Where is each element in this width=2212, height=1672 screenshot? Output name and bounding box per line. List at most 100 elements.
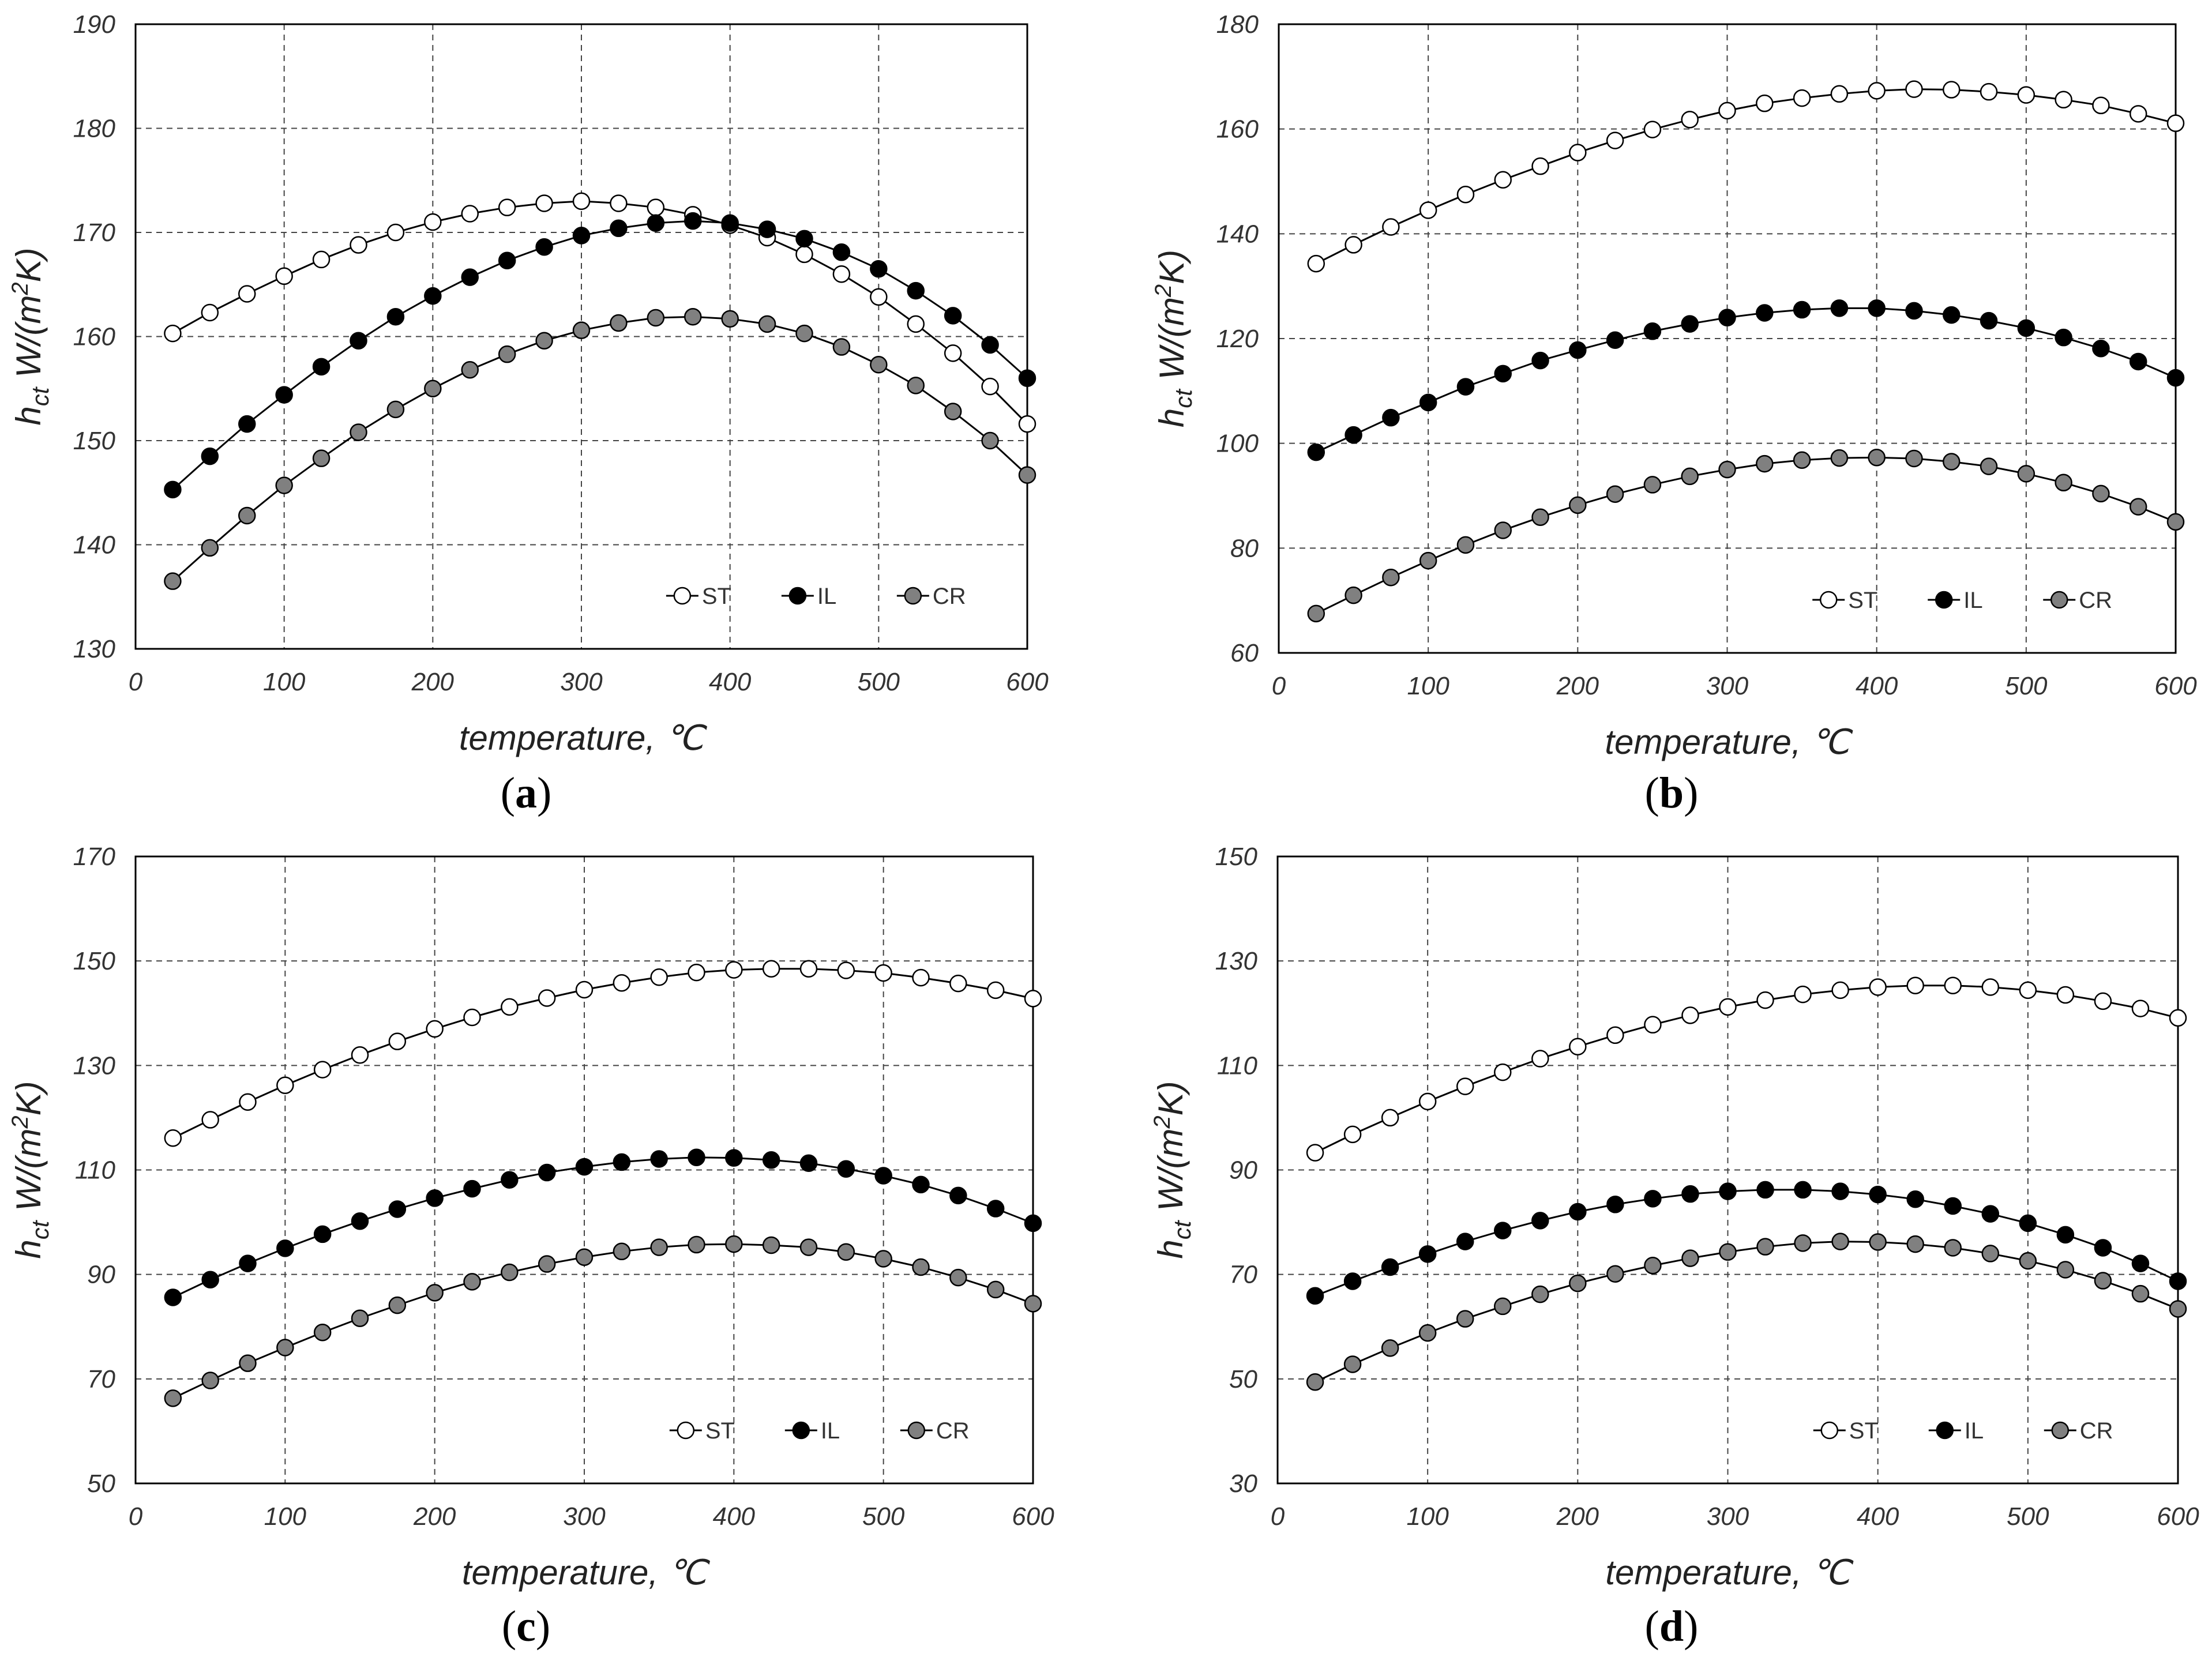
data-point-IL: [1831, 1182, 1849, 1200]
data-point-IL: [575, 1158, 594, 1176]
data-point-CR: [1345, 586, 1362, 604]
data-point-CR: [239, 1354, 257, 1372]
data-point-ST: [1868, 82, 1886, 100]
data-point-IL: [1868, 299, 1886, 317]
data-point-CR: [832, 338, 851, 356]
data-point-ST: [613, 974, 631, 992]
y-tick-label: 180: [73, 115, 116, 143]
data-point-ST: [461, 205, 479, 223]
y-tick-label: 70: [1229, 1261, 1257, 1289]
legend-label-ST: ST: [702, 584, 731, 609]
data-point-CR: [2055, 474, 2072, 492]
data-point-ST: [2166, 114, 2185, 132]
data-point-CR: [613, 1242, 631, 1261]
data-point-ST: [1494, 1063, 1512, 1081]
data-point-ST: [1018, 415, 1036, 433]
data-point-IL: [1943, 306, 1961, 324]
data-point-CR: [1681, 467, 1699, 486]
data-point-ST: [610, 194, 628, 212]
data-point-IL: [837, 1160, 855, 1178]
data-point-CR: [725, 1235, 743, 1253]
y-tick-label: 150: [73, 947, 116, 975]
data-point-ST: [201, 1111, 219, 1129]
data-point-IL: [1494, 1222, 1512, 1239]
data-point-ST: [535, 194, 553, 212]
data-point-ST: [1569, 144, 1587, 161]
y-tick-label: 50: [87, 1470, 115, 1498]
x-tick-label: 400: [1857, 1502, 1899, 1531]
y-tick-label: 130: [73, 635, 116, 663]
data-point-IL: [1382, 408, 1400, 427]
chart-panel-c: 0 100 200 300 400 500 600 50 70 90 110 130 150 170 tem…: [7, 843, 1054, 1651]
chart-panel-d: 0 100 200 300 400 500 600 30 50 70 90 110 130 150 temp…: [1150, 843, 2199, 1651]
x-tick-label: 300: [563, 1502, 606, 1531]
x-axis-title: temperature, ℃: [1605, 723, 1853, 761]
data-point-ST: [870, 288, 888, 306]
panel-label: (b): [1645, 769, 1699, 817]
data-point-CR: [986, 1280, 1005, 1299]
y-tick-label: 150: [73, 427, 116, 455]
data-point-IL: [1531, 351, 1549, 370]
data-point-ST: [1456, 1077, 1474, 1095]
x-tick-label: 300: [1706, 672, 1749, 700]
data-point-CR: [463, 1273, 481, 1291]
data-point-ST: [426, 1020, 444, 1038]
legend-label-CR: CR: [2079, 588, 2112, 613]
data-point-IL: [2131, 1254, 2150, 1272]
data-point-ST: [313, 1061, 332, 1079]
legend-marker-CR: [907, 1421, 926, 1440]
x-tick-label: 500: [2007, 1502, 2049, 1531]
data-point-ST: [538, 989, 556, 1007]
series-line-CR: [1316, 456, 2176, 615]
data-point-IL: [1681, 1185, 1699, 1203]
data-point-CR: [1494, 1297, 1512, 1316]
data-point-IL: [1456, 1233, 1474, 1250]
series-line-ST: [172, 968, 1034, 1139]
data-point-ST: [1381, 1109, 1399, 1127]
data-point-CR: [1381, 1339, 1399, 1357]
data-point-IL: [501, 1171, 519, 1189]
legend-marker-IL: [792, 1421, 810, 1440]
data-point-CR: [1643, 476, 1662, 494]
y-tick-label: 110: [1217, 1051, 1258, 1080]
data-point-ST: [981, 377, 999, 396]
data-point-ST: [1307, 254, 1325, 273]
data-point-IL: [164, 1288, 182, 1306]
data-point-IL: [870, 260, 888, 278]
legend-marker-ST: [1819, 591, 1838, 609]
data-point-ST: [2056, 986, 2075, 1004]
data-point-IL: [1794, 1181, 1812, 1199]
data-point-ST: [1831, 981, 1849, 1000]
chart-panel-b: 0 100 200 300 400 500 600 60 80 100 120 140 160 180 te…: [1151, 10, 2197, 817]
data-point-IL: [1830, 299, 1849, 317]
data-point-CR: [1606, 1265, 1624, 1283]
data-point-ST: [350, 236, 367, 254]
data-point-ST: [1830, 85, 1849, 103]
data-point-IL: [721, 214, 739, 232]
data-point-ST: [837, 961, 855, 979]
data-point-ST: [944, 344, 962, 362]
y-axis-title: hct W/(m2K): [7, 1081, 54, 1258]
legend-marker-ST: [1820, 1421, 1839, 1440]
data-point-IL: [463, 1179, 481, 1198]
data-point-IL: [986, 1200, 1005, 1218]
y-axis-title: hct W/(m2K): [1151, 250, 1197, 427]
y-tick-label: 80: [1230, 534, 1259, 562]
data-point-CR: [1531, 1285, 1549, 1303]
y-tick-label: 60: [1230, 639, 1259, 667]
y-tick-label: 160: [73, 323, 116, 351]
data-point-IL: [1381, 1258, 1399, 1276]
data-point-ST: [312, 250, 331, 269]
data-point-CR: [461, 361, 479, 379]
legend-label-IL: IL: [817, 584, 836, 609]
data-point-ST: [201, 303, 219, 322]
data-point-IL: [312, 358, 331, 376]
legend-label-ST: ST: [1848, 588, 1877, 613]
legend-marker-CR: [2050, 591, 2068, 609]
data-point-CR: [1494, 521, 1512, 539]
data-point-ST: [498, 198, 516, 216]
data-point-ST: [1794, 985, 1812, 1004]
data-point-ST: [1944, 976, 1962, 994]
data-point-ST: [1343, 1125, 1362, 1144]
legend-label-IL: IL: [821, 1418, 840, 1444]
